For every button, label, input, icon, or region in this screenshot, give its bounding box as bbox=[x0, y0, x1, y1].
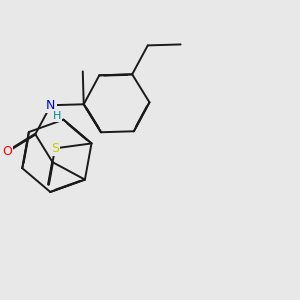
Text: N: N bbox=[46, 99, 56, 112]
Text: O: O bbox=[2, 145, 12, 158]
Text: S: S bbox=[51, 142, 59, 155]
Text: H: H bbox=[52, 111, 61, 121]
